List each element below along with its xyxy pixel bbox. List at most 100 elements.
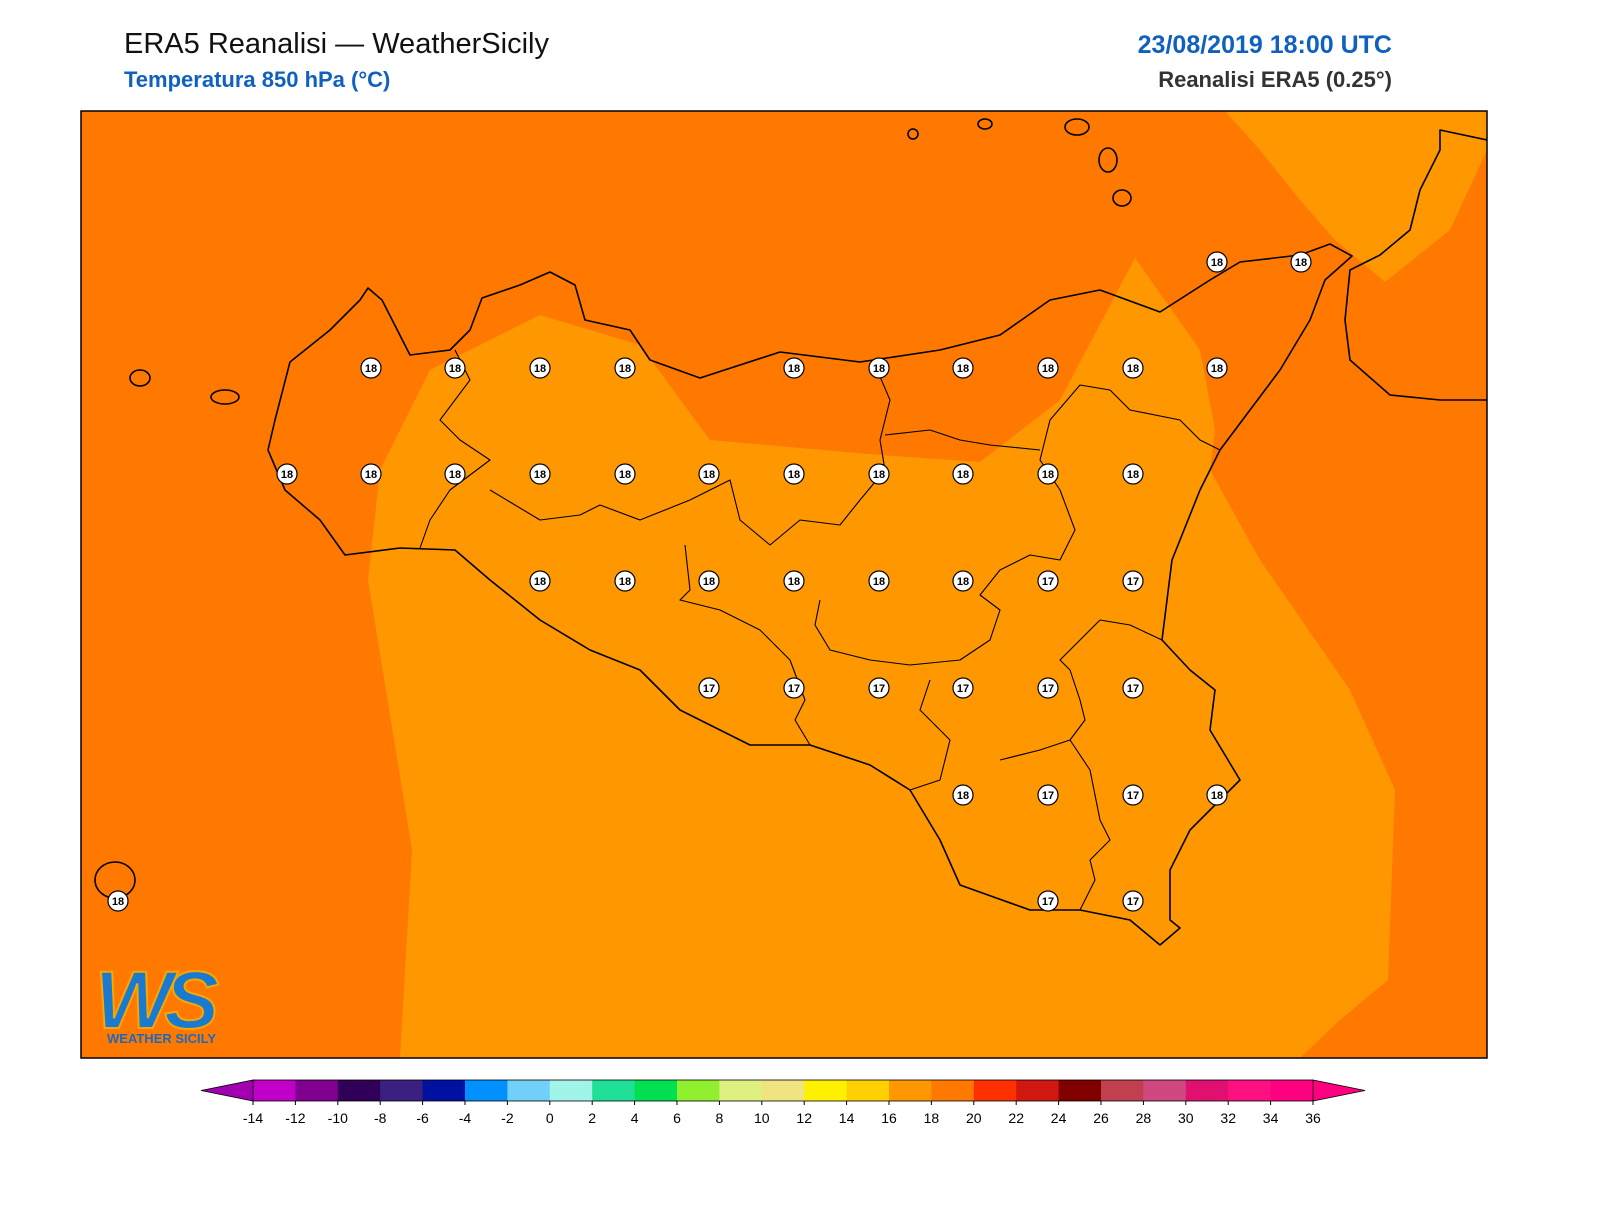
- colorbar-tick-label: 2: [588, 1110, 596, 1126]
- datetime: 23/08/2019 18:00 UTC: [1138, 31, 1392, 59]
- station-marker: [868, 463, 890, 485]
- colorbar-segment: [295, 1080, 339, 1101]
- colorbar-tick-label: 32: [1220, 1110, 1236, 1126]
- station-marker: [868, 357, 890, 379]
- station-marker: [952, 570, 974, 592]
- colorbar-tick-label: 16: [881, 1110, 897, 1126]
- colorbar-segment: [634, 1080, 678, 1101]
- station-marker: [868, 570, 890, 592]
- colorbar-over: [1312, 1079, 1366, 1102]
- island: [210, 389, 240, 405]
- station-marker: [698, 463, 720, 485]
- field-band: [368, 258, 1395, 1058]
- colorbar-segment: [592, 1080, 636, 1101]
- colorbar-segment: [931, 1080, 975, 1101]
- station-value: 18: [449, 363, 461, 375]
- station-value: 18: [619, 363, 631, 375]
- colorbar-tick-label: -2: [501, 1110, 514, 1126]
- island: [1098, 147, 1118, 173]
- station-value: 18: [534, 576, 546, 588]
- colorbar-segment: [846, 1080, 890, 1101]
- station-value: 18: [1042, 469, 1054, 481]
- station-value: 18: [873, 363, 885, 375]
- colorbar-segment: [422, 1080, 466, 1101]
- colorbar-segment: [549, 1080, 593, 1101]
- station-value: 18: [365, 363, 377, 375]
- station-marker: [1037, 677, 1059, 699]
- station-value: 18: [112, 896, 124, 908]
- station-value: 18: [534, 469, 546, 481]
- station-value: 18: [873, 469, 885, 481]
- colorbar-tick-label: 6: [673, 1110, 681, 1126]
- colorbar-segment: [1143, 1080, 1187, 1101]
- island: [1064, 118, 1090, 136]
- colorbar-tick-label: 8: [716, 1110, 724, 1126]
- station-marker: [952, 784, 974, 806]
- station-value: 18: [1211, 790, 1223, 802]
- station-marker: [1122, 677, 1144, 699]
- map-frame: [80, 110, 1488, 1059]
- station-marker: [1122, 784, 1144, 806]
- island: [907, 128, 919, 140]
- station-marker: [1037, 570, 1059, 592]
- station-value: 17: [703, 683, 715, 695]
- colorbar-tick-label: 10: [754, 1110, 770, 1126]
- station-marker: [276, 463, 298, 485]
- station-marker: [1122, 463, 1144, 485]
- colorbar-tick-label: 22: [1008, 1110, 1024, 1126]
- station-marker: [1037, 463, 1059, 485]
- colorbar-segment: [253, 1080, 296, 1101]
- station-value: 18: [365, 469, 377, 481]
- station-value: 18: [534, 363, 546, 375]
- calabria-coast: [1344, 129, 1487, 401]
- colorbar-tick-label: -4: [459, 1110, 472, 1126]
- island: [1112, 189, 1132, 207]
- station-marker: [360, 357, 382, 379]
- station-marker: [360, 463, 382, 485]
- station-value: 18: [1042, 363, 1054, 375]
- station-value: 18: [788, 576, 800, 588]
- station-value: 18: [619, 469, 631, 481]
- colorbar: -14 -12 -10 -8 -6 -4 -2 0 2 4 6 8 10 12 14 16 18 20 22 24 26…: [200, 1079, 1366, 1126]
- colorbar-segment: [1228, 1080, 1272, 1101]
- station-value: 18: [957, 576, 969, 588]
- colorbar-segment: [380, 1080, 424, 1101]
- colorbar-segment: [889, 1080, 932, 1101]
- station-value: 17: [1127, 683, 1139, 695]
- station-value: 17: [1042, 896, 1054, 908]
- station-value: 17: [957, 683, 969, 695]
- station-marker: [1122, 570, 1144, 592]
- colorbar-tick-label: -12: [285, 1110, 305, 1126]
- colorbar-tick-label: 12: [796, 1110, 812, 1126]
- island: [977, 118, 993, 130]
- title: ERA5 Reanalisi — WeatherSicily: [124, 28, 549, 60]
- station-value: 18: [1211, 363, 1223, 375]
- station-marker: [952, 357, 974, 379]
- field-band: [1225, 111, 1487, 282]
- station-value: 18: [788, 469, 800, 481]
- logo-name: WEATHER SICILY: [107, 1031, 216, 1046]
- station-value: 18: [1211, 257, 1223, 269]
- station-marker: [107, 890, 129, 912]
- colorbar-under: [200, 1079, 254, 1102]
- colorbar-frame: [252, 1079, 1314, 1102]
- station-marker: [1206, 784, 1228, 806]
- station-value: 18: [703, 576, 715, 588]
- station-marker: [783, 570, 805, 592]
- station-value: 18: [1127, 469, 1139, 481]
- colorbar-tick-label: -6: [416, 1110, 429, 1126]
- colorbar-segment: [761, 1080, 805, 1101]
- island: [129, 369, 151, 387]
- station-value: 18: [619, 576, 631, 588]
- colorbar-tick-label: -8: [374, 1110, 387, 1126]
- colorbar-segment: [804, 1080, 848, 1101]
- colorbar-tick-label: 30: [1178, 1110, 1194, 1126]
- station-value: 18: [873, 576, 885, 588]
- station-value: 17: [1042, 576, 1054, 588]
- station-marker: [1206, 357, 1228, 379]
- station-marker: [1037, 890, 1059, 912]
- station-marker: [783, 463, 805, 485]
- colorbar-segment: [973, 1080, 1017, 1101]
